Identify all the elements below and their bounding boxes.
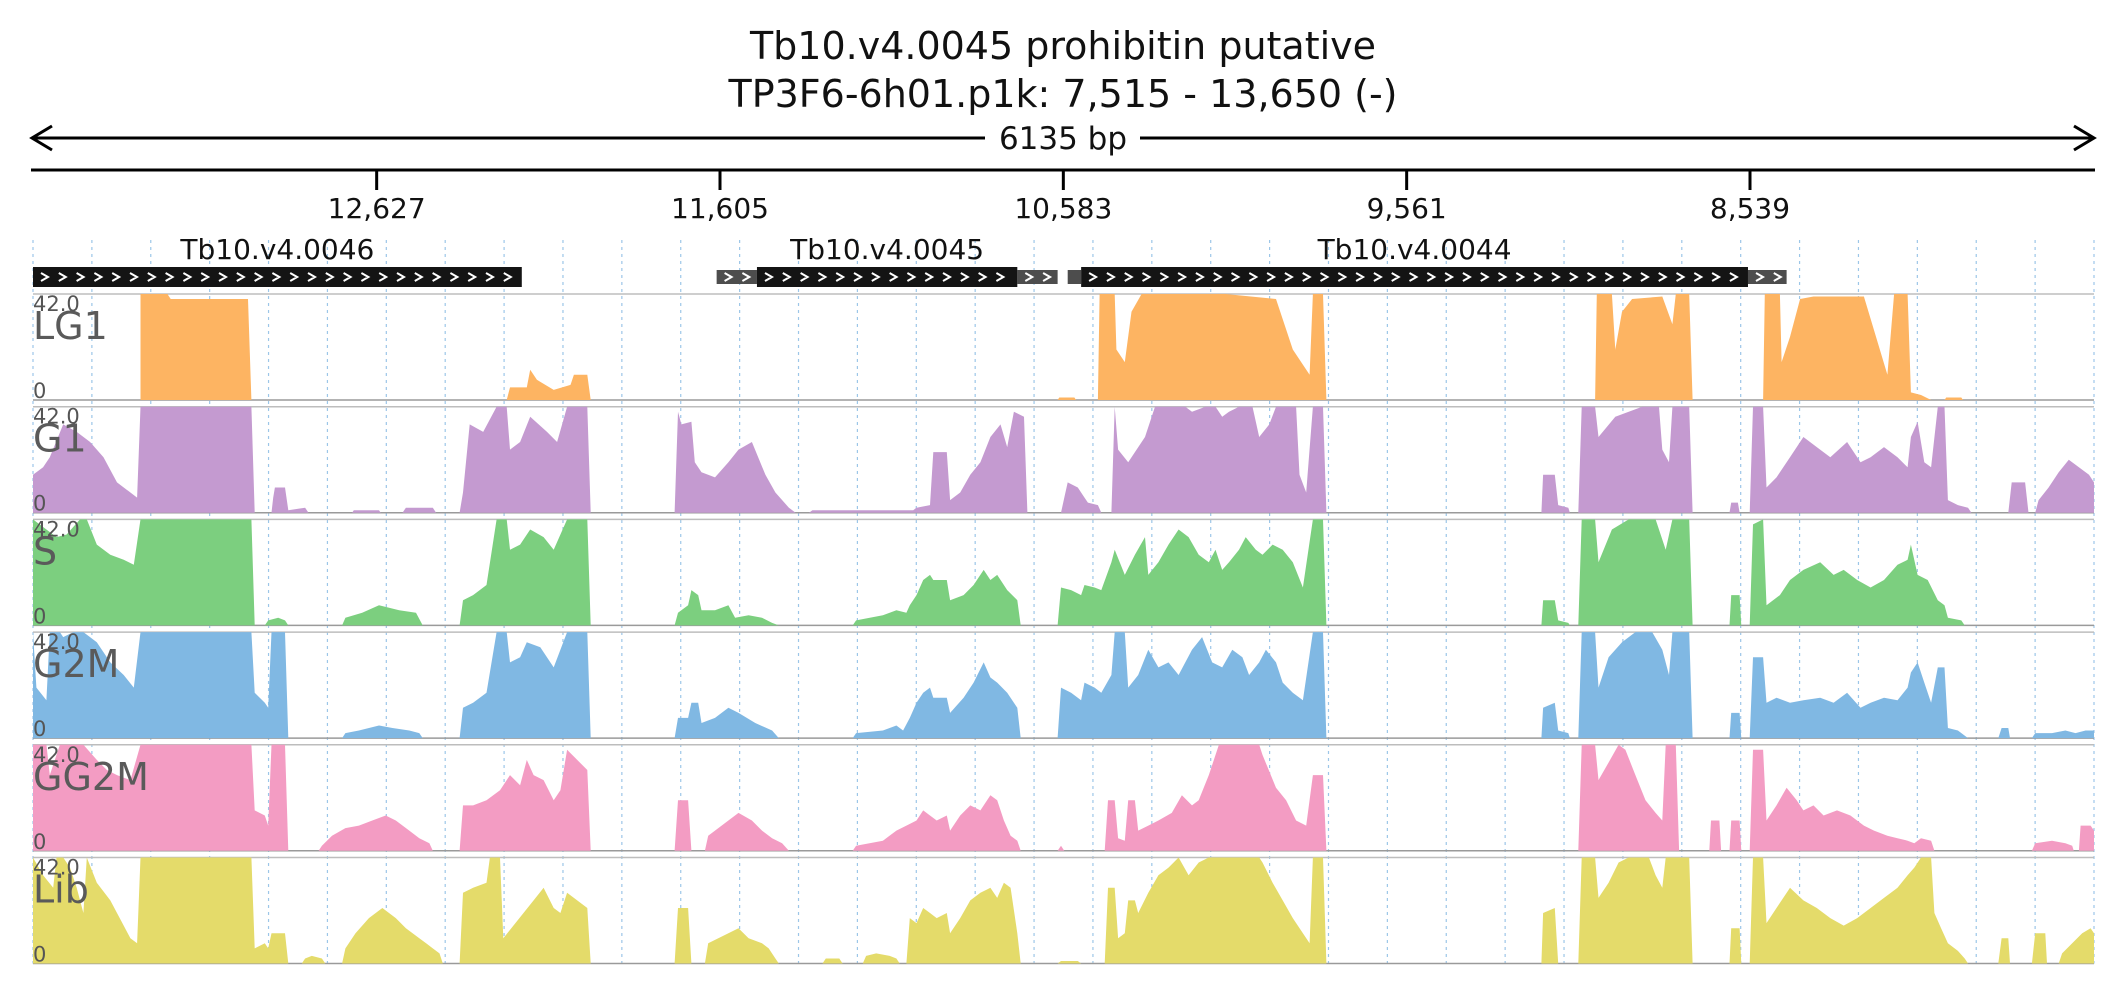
track-label-S: S: [33, 529, 57, 573]
tick-label-2: 10,583: [1014, 192, 1112, 225]
coverage-area-G1: [33, 406, 2094, 513]
track-ymax-label-2: 42.0: [33, 517, 80, 541]
track-ymin-label-1: 0: [33, 492, 46, 516]
gene-utr-arrows-1-0: [724, 272, 752, 282]
tick-label-0: 12,627: [328, 192, 426, 225]
chart-title: Tb10.v4.0045 prohibitin putative: [749, 24, 1376, 68]
track-ymax-label-3: 42.0: [33, 630, 80, 654]
gene-2: Tb10.v4.0044: [1067, 233, 1787, 287]
track-ymin-label-5: 0: [33, 943, 46, 967]
gene-label-1: Tb10.v4.0045: [789, 233, 984, 266]
gene-strand-arrows-1: [764, 272, 1006, 282]
track-label-G2M: G2M: [33, 642, 119, 686]
track-ymax-label-4: 42.0: [33, 743, 80, 767]
coordinate-ticks: 12,627 11,605 10,583 9,561 8,539: [328, 170, 1790, 225]
gene-1: Tb10.v4.0045: [716, 233, 1058, 287]
track-label-G1: G1: [33, 417, 87, 461]
track-ymin-label-0: 0: [33, 379, 46, 403]
span-label: 6135 bp: [999, 121, 1127, 157]
track-ymax-label-0: 42.0: [33, 292, 80, 316]
coverage-area-LG1: [33, 294, 2094, 400]
track-ymin-label-2: 0: [33, 604, 46, 628]
coverage-tracks: LG142.00G142.00S42.00G2M42.00GG2M42.00Li…: [33, 292, 2094, 967]
coverage-area-Lib: [33, 857, 2094, 964]
tick-label-4: 8,539: [1710, 192, 1790, 225]
gene-label-2: Tb10.v4.0044: [1317, 233, 1512, 266]
gene-utr-arrows-1-1: [1024, 272, 1053, 282]
gene-utr-2-0: [1067, 270, 1082, 284]
track-label-Lib: Lib: [33, 868, 89, 912]
gene-body-1: [756, 267, 1018, 287]
tick-label-1: 11,605: [671, 192, 769, 225]
coverage-area-S: [33, 519, 2094, 626]
track-ymax-label-1: 42.0: [33, 405, 80, 429]
tick-label-3: 9,561: [1367, 192, 1447, 225]
gene-label-0: Tb10.v4.0046: [179, 233, 374, 266]
track-ymin-label-3: 0: [33, 717, 46, 741]
gene-strand-arrows-2: [1088, 272, 1739, 282]
gene-0: Tb10.v4.0046: [33, 233, 522, 287]
track-S: S42.0 0: [33, 517, 2094, 628]
coverage-area-GG2M: [33, 744, 2094, 851]
chart-subtitle: TP3F6-6h01.p1k: 7,515 - 13,650 (-): [728, 72, 1398, 116]
span-ruler: 6135 bp: [29, 121, 2097, 157]
gene-strand-arrows-0: [40, 272, 513, 282]
gene-models: Tb10.v4.0046 Tb10.v4.0045 Tb10.v4.0044: [33, 233, 1787, 287]
track-ymax-label-5: 42.0: [33, 856, 80, 880]
span-arrow-right-icon: [2073, 124, 2097, 152]
track-ymin-label-4: 0: [33, 830, 46, 854]
gene-utr-arrows-2-1: [1755, 272, 1783, 282]
track-label-LG1: LG1: [33, 304, 108, 348]
coverage-area-G2M: [33, 632, 2094, 739]
span-arrow-left-icon: [29, 124, 53, 152]
track-label-GG2M: GG2M: [33, 755, 149, 799]
